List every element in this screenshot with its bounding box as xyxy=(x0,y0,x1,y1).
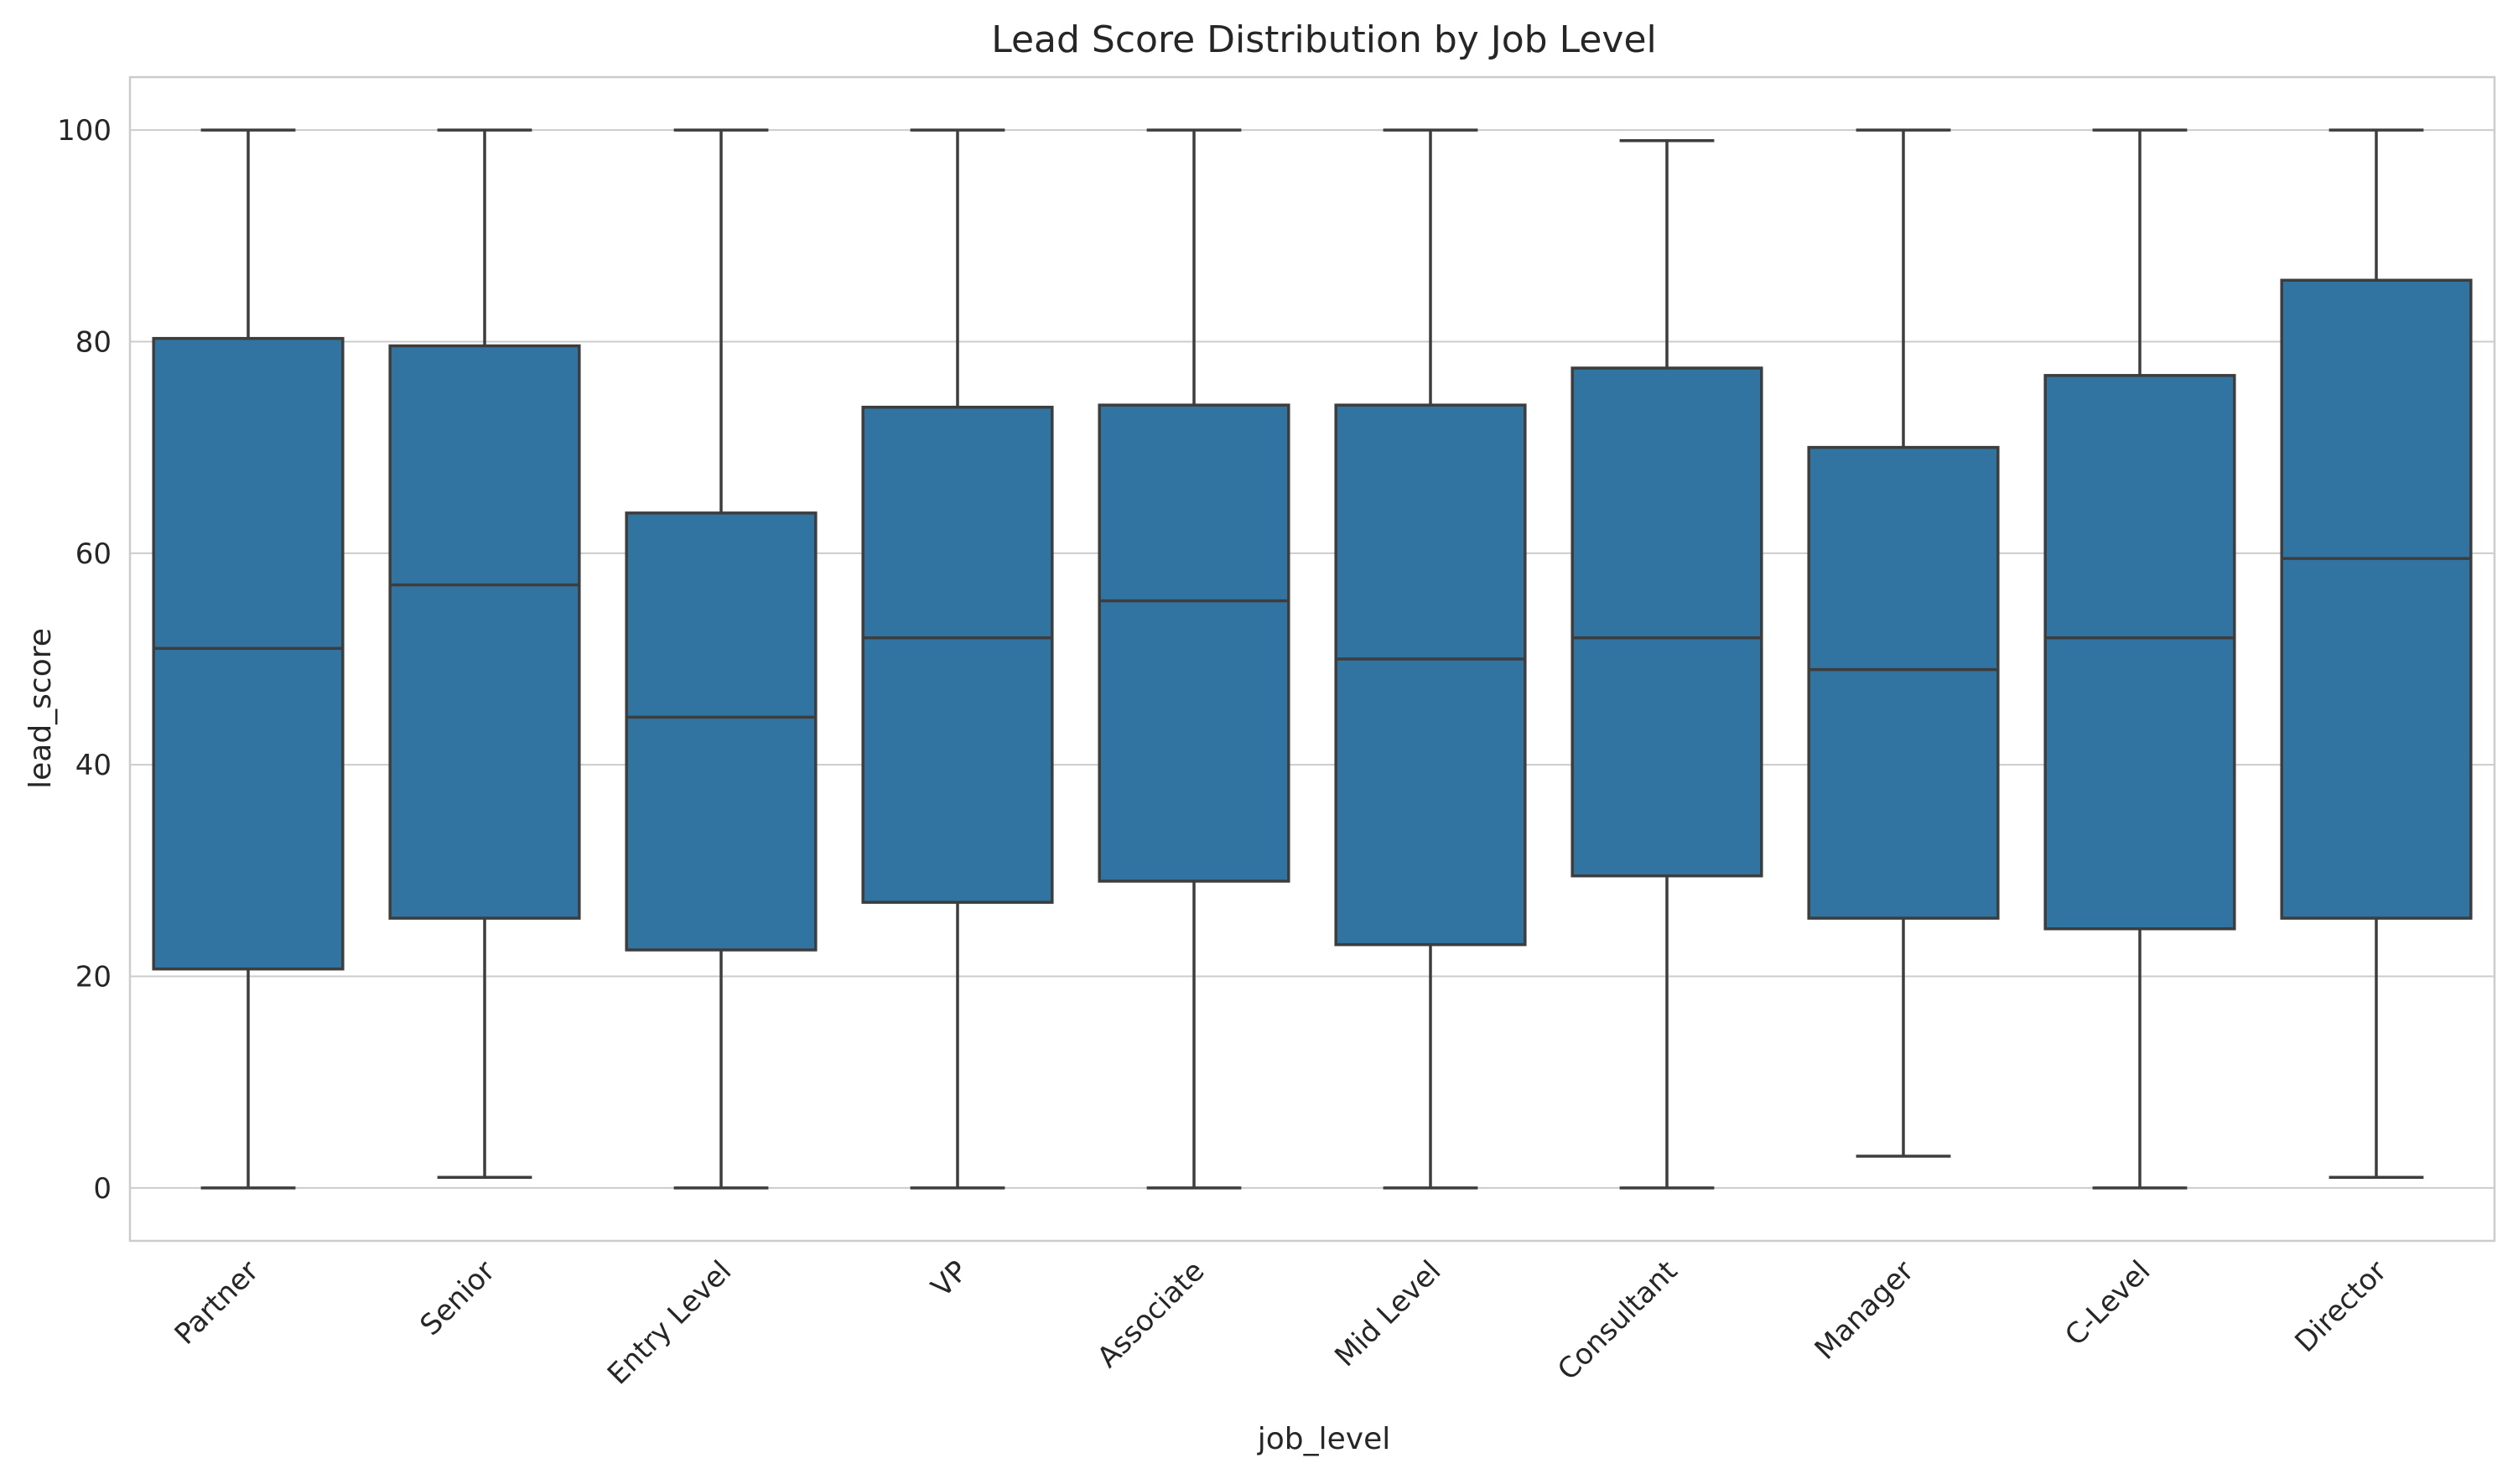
y-tick-labels: 0 20 40 60 80 100 xyxy=(57,114,112,1206)
box-consultant xyxy=(1571,138,1763,1190)
box-iqr xyxy=(625,511,818,952)
y-tick-label: 40 xyxy=(75,749,112,782)
x-tick-labels: Partner Senior Entry Level VP Associate Mid L… xyxy=(169,1254,2394,1391)
plot-frame xyxy=(128,75,2496,1243)
box-iqr xyxy=(152,336,345,971)
box-iqr xyxy=(1807,445,2000,920)
x-tick-label: C-Level xyxy=(2059,1254,2157,1352)
box-iqr xyxy=(388,344,581,920)
plot-border xyxy=(128,75,2496,1243)
boxes xyxy=(152,128,2473,1190)
box-associate xyxy=(1098,128,1290,1190)
y-tick-label: 60 xyxy=(75,537,112,571)
x-tick-label: Senior xyxy=(414,1254,502,1342)
x-tick-label: Associate xyxy=(1091,1254,1211,1374)
box-iqr xyxy=(861,405,1054,904)
box-vp xyxy=(861,128,1054,1190)
x-tick-label: VP xyxy=(925,1254,974,1304)
box-iqr xyxy=(1571,366,1763,878)
chart-title: Lead Score Distribution by Job Level xyxy=(991,18,1657,61)
x-tick-label: Consultant xyxy=(1551,1254,1684,1387)
x-tick-label: Manager xyxy=(1809,1254,1921,1367)
y-tick-label: 0 xyxy=(93,1172,112,1206)
box-partner xyxy=(152,128,345,1190)
y-tick-label: 80 xyxy=(75,325,112,359)
x-tick-label: Entry Level xyxy=(601,1254,738,1391)
y-axis-label: lead_score xyxy=(23,628,58,789)
box-iqr xyxy=(2043,374,2236,931)
box-iqr xyxy=(2280,278,2473,920)
box-iqr xyxy=(1098,403,1290,883)
x-tick-label: Director xyxy=(2288,1254,2393,1359)
y-tick-label: 20 xyxy=(75,961,112,994)
y-tick-label: 100 xyxy=(57,114,112,148)
x-axis-label: job_level xyxy=(1257,1422,1390,1456)
box-manager xyxy=(1807,128,2000,1158)
box-iqr xyxy=(1334,403,1527,947)
x-tick-label: Partner xyxy=(169,1254,266,1352)
box-entry-level xyxy=(625,128,818,1190)
box-c-level xyxy=(2043,128,2236,1190)
box-senior xyxy=(388,128,581,1180)
x-tick-label: Mid Level xyxy=(1328,1254,1447,1373)
box-director xyxy=(2280,128,2473,1180)
box-mid-level xyxy=(1334,128,1527,1190)
